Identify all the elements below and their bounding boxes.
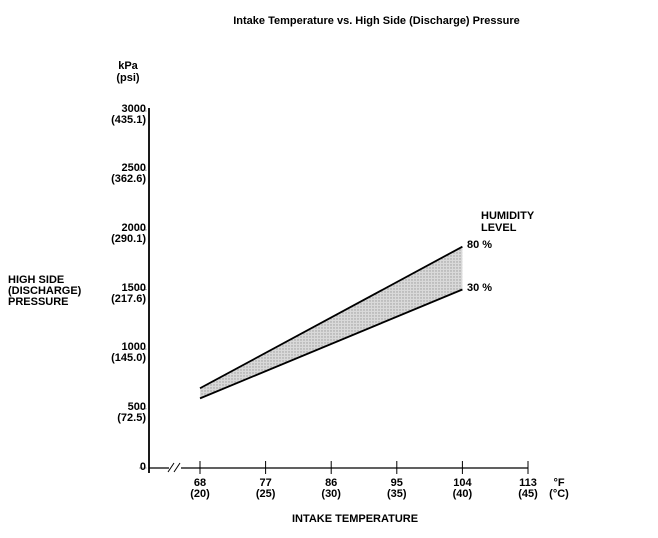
y-tick-label-500: 500 (72.5) bbox=[117, 401, 146, 425]
chart-title: Intake Temperature vs. High Side (Discha… bbox=[233, 15, 520, 27]
y-tick-label-1000: 1000 (145.0) bbox=[111, 341, 146, 365]
x-unit-primary: °F bbox=[553, 477, 565, 489]
humidity-30-line bbox=[199, 288, 463, 400]
x-tick-label-113: 113 (45) bbox=[518, 477, 538, 501]
y-unit-primary: kPa bbox=[118, 60, 138, 72]
x-tick-label-104: 104 (40) bbox=[452, 477, 473, 501]
y-axis-unit-label: kPa (psi) bbox=[98, 60, 158, 84]
y-tick-label-3000: 3000 (435.1) bbox=[111, 103, 146, 127]
x-tick-label-86: 86 (30) bbox=[321, 477, 341, 501]
x-tick-label-95: 95 (35) bbox=[387, 477, 407, 501]
x-axis-title: INTAKE TEMPERATURE bbox=[291, 513, 419, 525]
y-tick-label-1500: 1500 (217.6) bbox=[111, 282, 146, 306]
x-axis-unit-label: °F (°C) bbox=[530, 477, 588, 501]
x-tick-marks bbox=[199, 461, 529, 474]
series-label-80-percent: 80 % bbox=[467, 239, 493, 251]
y-tick-label-2000: 2000 (290.1) bbox=[111, 222, 146, 246]
x-tick-label-68: 68 (20) bbox=[190, 477, 210, 501]
y-tick-marks bbox=[139, 110, 148, 469]
y-axis-title: HIGH SIDE (DISCHARGE) PRESSURE bbox=[8, 274, 82, 308]
x-unit-secondary: (°C) bbox=[549, 488, 569, 501]
y-tick-label-0: 0 bbox=[139, 461, 146, 473]
y-tick-label-2500: 2500 (362.6) bbox=[111, 162, 146, 186]
series-label-30-percent: 30 % bbox=[467, 282, 493, 294]
humidity-band bbox=[200, 246, 463, 399]
y-unit-secondary: (psi) bbox=[116, 71, 140, 84]
humidity-80-line bbox=[199, 245, 463, 390]
legend-title: HUMIDITY LEVEL bbox=[481, 210, 535, 234]
axis-break-icon bbox=[167, 462, 181, 473]
x-tick-label-77: 77 (25) bbox=[255, 477, 276, 501]
